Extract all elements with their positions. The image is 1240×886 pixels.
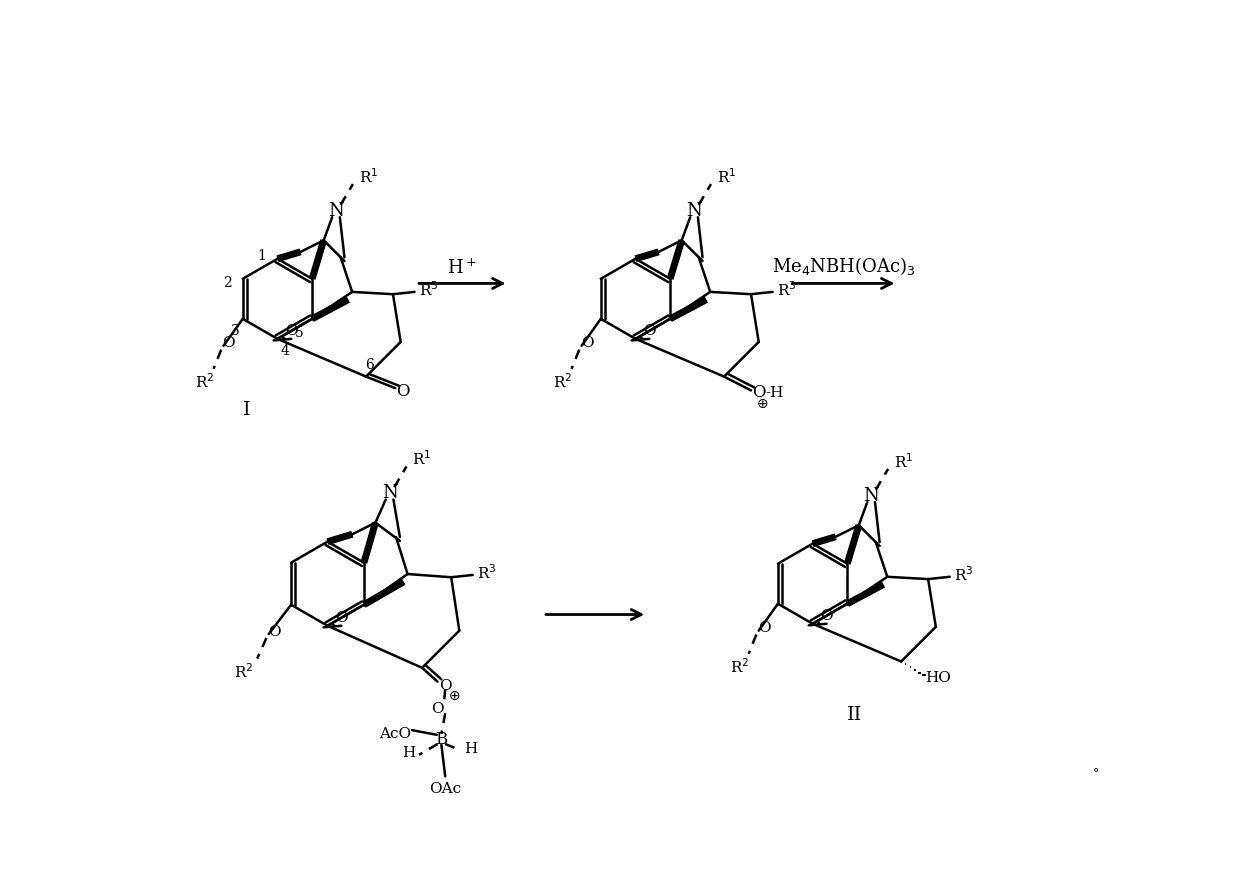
Text: O: O — [758, 621, 770, 635]
Text: O: O — [439, 679, 451, 693]
Text: H: H — [403, 746, 415, 760]
Text: 5: 5 — [295, 326, 304, 339]
Text: °: ° — [1092, 768, 1099, 781]
Text: O: O — [335, 611, 347, 625]
Text: O: O — [223, 337, 236, 351]
Text: R$^1$: R$^1$ — [358, 167, 378, 186]
Text: N: N — [382, 485, 398, 502]
Text: B: B — [435, 731, 448, 748]
Text: N: N — [329, 202, 343, 220]
Text: R$^3$: R$^3$ — [954, 565, 973, 584]
Text: 2: 2 — [223, 276, 232, 290]
Text: R$^1$: R$^1$ — [412, 449, 432, 468]
Text: R$^2$: R$^2$ — [553, 373, 572, 392]
Text: HO: HO — [925, 671, 951, 685]
Text: O: O — [285, 324, 298, 338]
Text: 6: 6 — [366, 358, 374, 372]
Text: 3: 3 — [231, 324, 239, 338]
Text: O: O — [397, 384, 409, 400]
Text: R$^3$: R$^3$ — [776, 280, 796, 299]
Text: 1: 1 — [258, 250, 267, 263]
Text: 4: 4 — [280, 344, 290, 358]
Text: I: I — [243, 401, 250, 419]
Text: R$^3$: R$^3$ — [419, 280, 438, 299]
Text: $\oplus$: $\oplus$ — [449, 688, 460, 703]
Text: O: O — [580, 337, 593, 351]
Text: OAc: OAc — [429, 781, 461, 796]
Text: R$^2$: R$^2$ — [195, 373, 215, 392]
Text: Me$_4$NBH(OAc)$_3$: Me$_4$NBH(OAc)$_3$ — [771, 254, 915, 276]
Text: N: N — [863, 487, 879, 505]
Text: -H: -H — [765, 385, 784, 400]
Text: N: N — [686, 202, 702, 220]
Text: R$^1$: R$^1$ — [894, 452, 913, 470]
Text: O: O — [751, 385, 765, 401]
Text: R$^2$: R$^2$ — [233, 663, 253, 681]
Text: AcO: AcO — [379, 727, 412, 741]
Text: II: II — [847, 705, 863, 724]
Text: $\oplus$: $\oplus$ — [756, 397, 769, 411]
Text: O: O — [644, 324, 656, 338]
Text: O: O — [432, 702, 444, 716]
Text: R$^3$: R$^3$ — [477, 563, 496, 582]
Text: R$^1$: R$^1$ — [717, 167, 737, 186]
Text: H$^+$: H$^+$ — [448, 259, 477, 277]
Text: H: H — [464, 742, 477, 756]
Text: O: O — [820, 609, 833, 623]
Text: R$^2$: R$^2$ — [730, 657, 749, 676]
Text: O: O — [268, 625, 280, 639]
